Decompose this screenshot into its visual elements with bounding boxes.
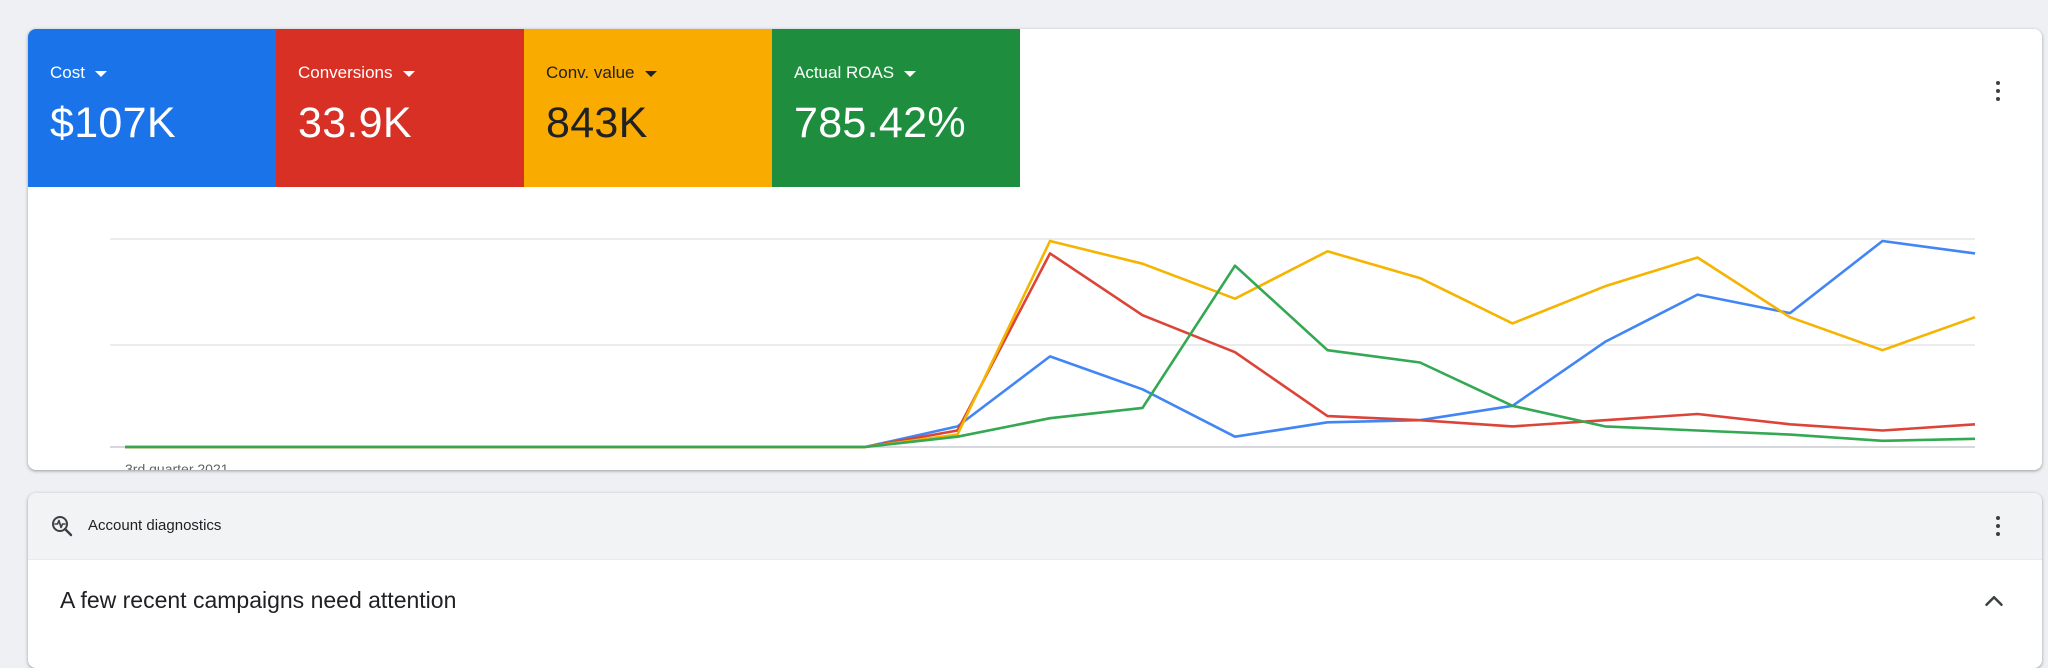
x-axis-tick-label: 3rd quarter 2021 [125,461,229,470]
chart-series [125,239,1976,449]
caret-down-icon [904,71,917,77]
caret-down-icon [644,71,657,77]
series-line-3 [125,239,1976,449]
metric-value: 33.9K [298,99,412,147]
diagnostics-message: A few recent campaigns need attention [60,587,457,613]
metric-tile-actual-roas[interactable]: Actual ROAS 785.42% [772,29,1020,187]
performance-line-chart: 3rd quarter 2021 [110,238,1976,470]
more-vert-icon[interactable] [1986,76,2010,106]
metric-tile-conv-value[interactable]: Conv. value 843K [524,29,772,187]
metric-value: $107K [50,99,176,147]
series-line-4 [125,264,1976,449]
account-diagnostics-card: Account diagnostics A few recent campaig… [28,493,2042,668]
caret-down-icon [94,71,107,77]
series-line-1 [125,239,1976,449]
diagnostics-icon [52,516,73,537]
diagnostics-title: Account diagnostics [88,517,222,534]
diagnostics-header: Account diagnostics [28,493,2042,559]
metric-label: Conversions [298,63,393,82]
metric-label: Actual ROAS [794,63,895,82]
divider [28,559,2042,560]
caret-down-icon [402,71,415,77]
metric-label: Cost [50,63,85,82]
metric-tile-conversions[interactable]: Conversions 33.9K [276,29,524,187]
metric-value: 785.42% [794,99,966,147]
metric-tile-cost[interactable]: Cost $107K [28,29,276,187]
metric-label: Conv. value [546,63,635,82]
metric-value: 843K [546,99,648,147]
more-vert-icon[interactable] [1986,511,2010,541]
chevron-up-icon[interactable] [1979,586,2009,616]
performance-card: Cost $107K Conversions 33.9K Conv. value… [28,29,2042,470]
